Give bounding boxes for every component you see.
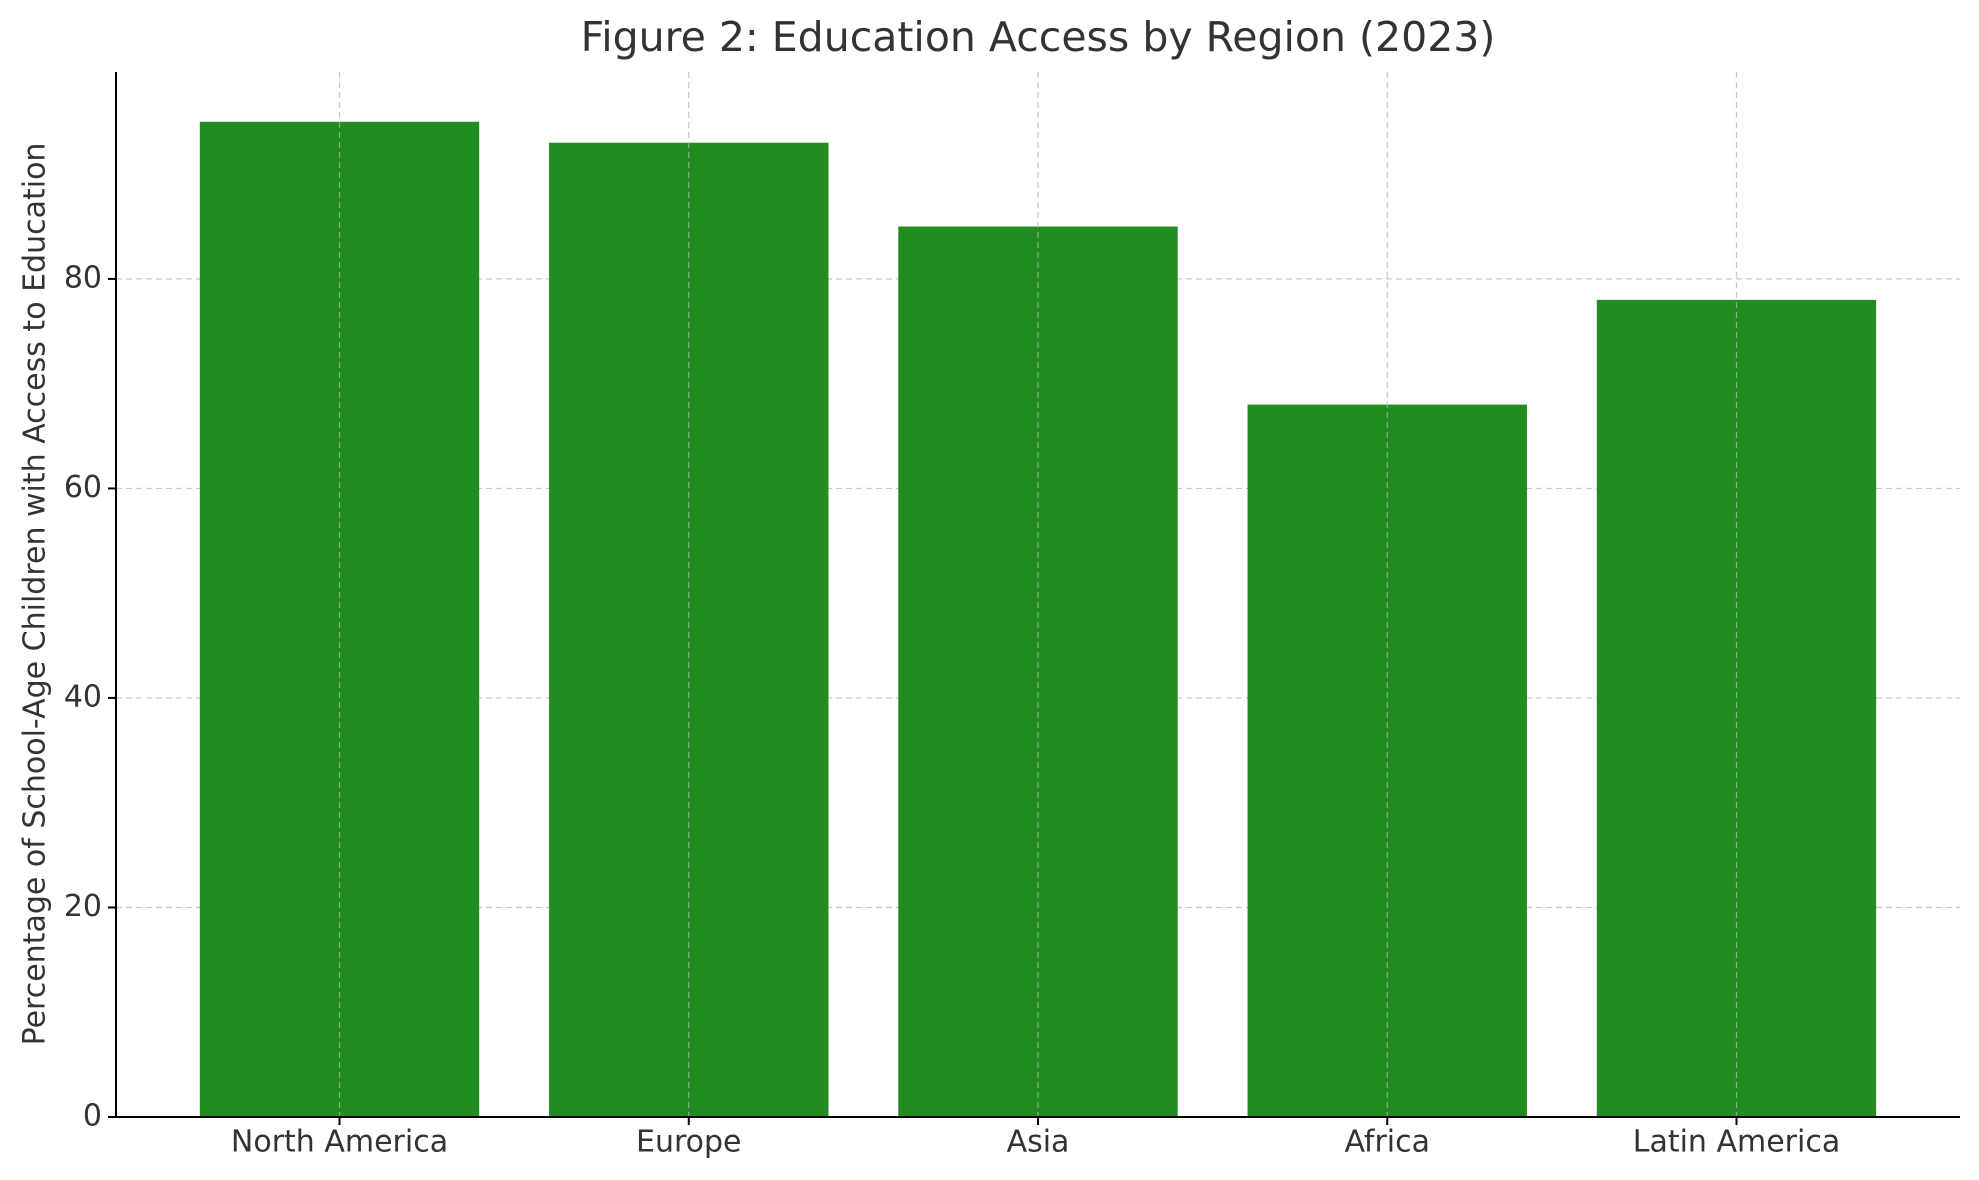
y-axis-label: Percentage of School-Age Children with A…	[18, 143, 53, 1046]
y-tick-label: 40	[64, 679, 102, 714]
x-tick-label: Europe	[636, 1125, 742, 1160]
chart-title: Figure 2: Education Access by Region (20…	[581, 13, 1496, 61]
x-tick-label: Africa	[1344, 1125, 1430, 1160]
y-tick-label: 60	[64, 470, 102, 505]
y-tick-label: 0	[83, 1099, 102, 1134]
y-tick-label: 80	[64, 260, 102, 295]
x-tick-label: North America	[231, 1125, 448, 1160]
x-tick-label: Asia	[1007, 1125, 1070, 1160]
bar	[549, 142, 829, 1117]
y-tick-label: 20	[64, 889, 102, 924]
x-tick-label: Latin America	[1633, 1125, 1841, 1160]
bar	[1247, 404, 1527, 1118]
